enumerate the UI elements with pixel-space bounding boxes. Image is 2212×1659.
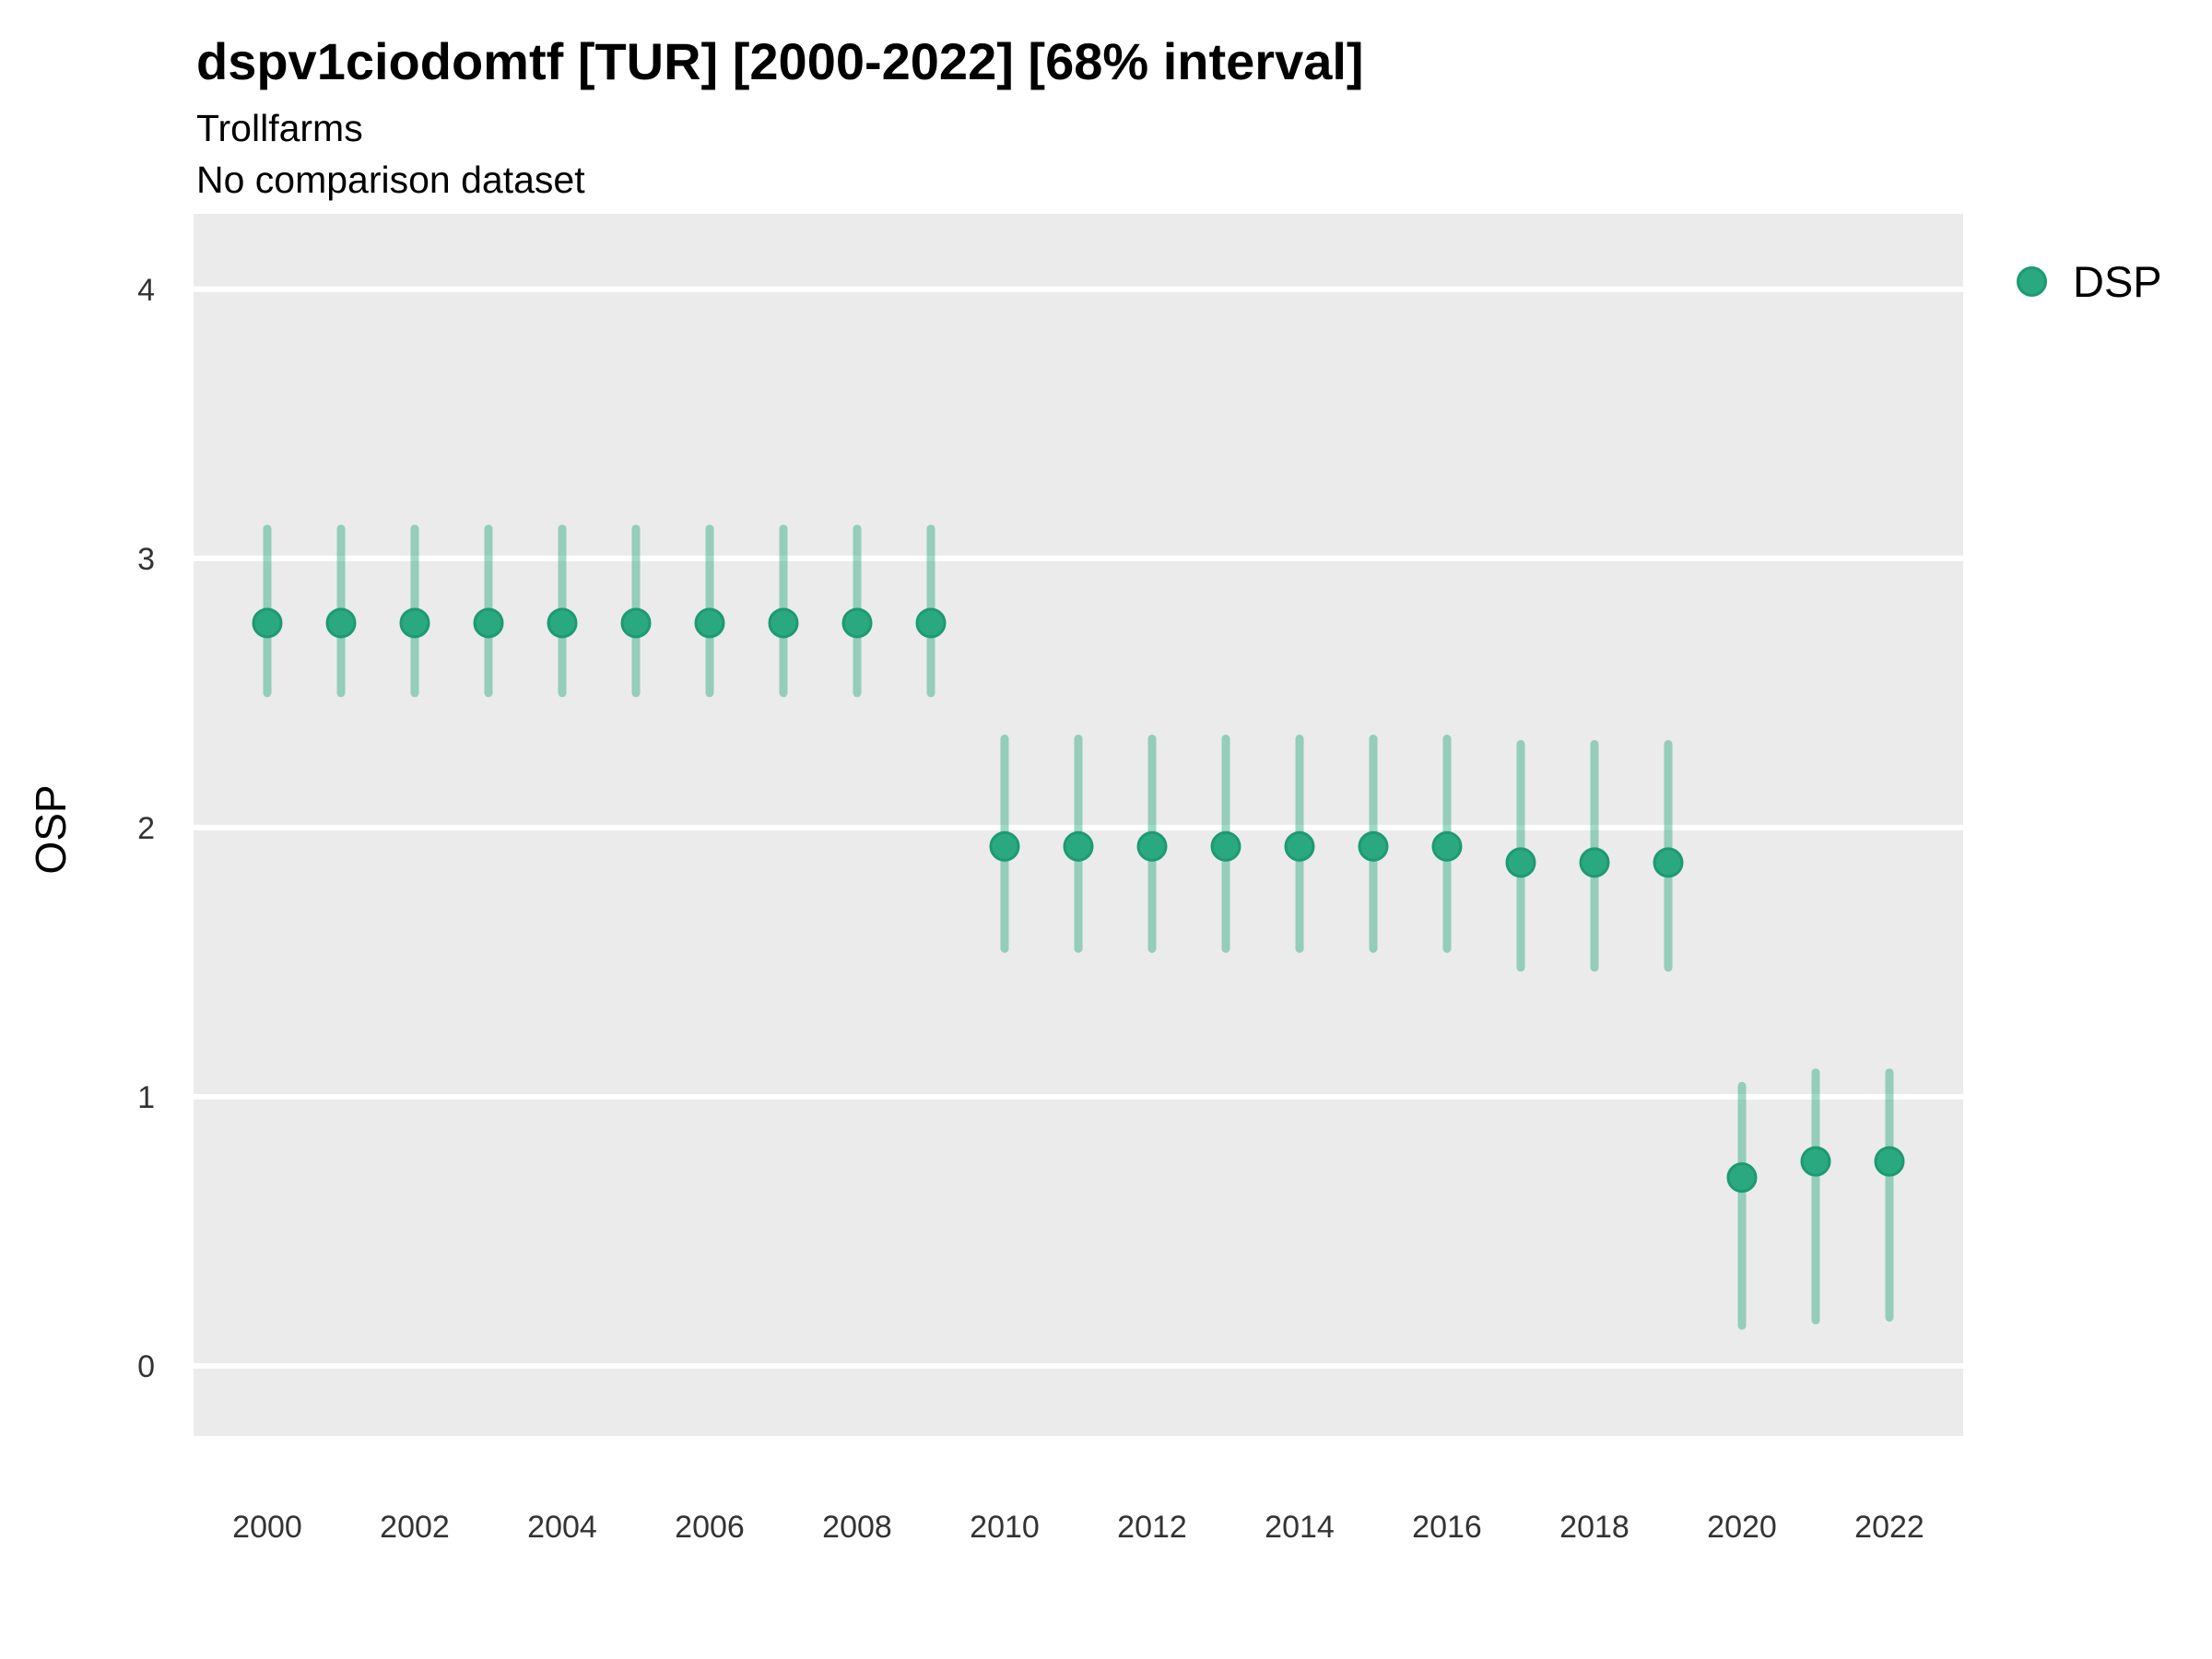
legend: DSP bbox=[2017, 256, 2162, 307]
data-point bbox=[1505, 847, 1536, 878]
data-point bbox=[1210, 830, 1241, 862]
x-tick-label: 2002 bbox=[380, 1510, 450, 1545]
chart-subtitle: Trollfarms bbox=[196, 107, 363, 149]
data-point bbox=[1653, 847, 1684, 878]
x-tick-label: 2014 bbox=[1265, 1510, 1335, 1545]
data-point bbox=[915, 607, 947, 639]
y-tick-label: 2 bbox=[137, 811, 155, 846]
y-tick-label: 3 bbox=[137, 542, 155, 577]
data-point bbox=[989, 830, 1020, 862]
x-tick-label: 2018 bbox=[1559, 1510, 1630, 1545]
data-point bbox=[1579, 847, 1610, 878]
data-point bbox=[1358, 830, 1389, 862]
y-tick-label: 0 bbox=[137, 1349, 155, 1384]
data-point bbox=[252, 607, 283, 639]
x-tick-label: 2004 bbox=[527, 1510, 597, 1545]
data-point bbox=[473, 607, 504, 639]
data-point bbox=[841, 607, 873, 639]
y-tick-label: 4 bbox=[137, 273, 155, 308]
chart-title: dspv1ciodomtf [TUR] [2000-2022] [68% int… bbox=[196, 32, 1364, 90]
comparison-note: No comparison dataset bbox=[196, 159, 585, 201]
x-tick-label: 2016 bbox=[1412, 1510, 1482, 1545]
data-point bbox=[1284, 830, 1315, 862]
x-tick-label: 2006 bbox=[675, 1510, 745, 1545]
legend-point-icon bbox=[2017, 266, 2047, 297]
data-point bbox=[399, 607, 430, 639]
data-point bbox=[620, 607, 652, 639]
data-point bbox=[1874, 1146, 1905, 1177]
x-tick-label: 2010 bbox=[970, 1510, 1040, 1545]
data-point bbox=[1431, 830, 1463, 862]
x-tick-label: 2008 bbox=[822, 1510, 892, 1545]
y-tick-label: 1 bbox=[137, 1080, 155, 1115]
x-tick-label: 2000 bbox=[232, 1510, 302, 1545]
data-point bbox=[1726, 1162, 1758, 1194]
legend-label: DSP bbox=[2073, 257, 2162, 306]
data-point bbox=[1136, 830, 1168, 862]
x-tick-label: 2020 bbox=[1707, 1510, 1777, 1545]
data-point bbox=[694, 607, 725, 639]
data-point bbox=[768, 607, 799, 639]
data-point bbox=[547, 607, 578, 639]
data-point bbox=[1063, 830, 1094, 862]
x-tick-label: 2012 bbox=[1117, 1510, 1187, 1545]
x-tick-label: 2022 bbox=[1854, 1510, 1924, 1545]
data-point bbox=[1800, 1146, 1831, 1177]
data-point bbox=[325, 607, 357, 639]
